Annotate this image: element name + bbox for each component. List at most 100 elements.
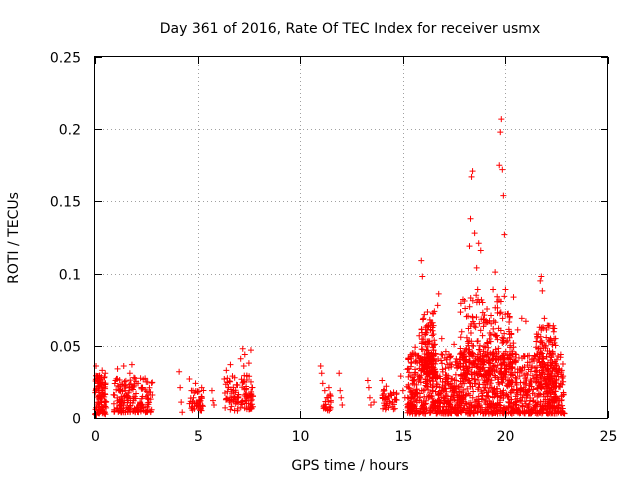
data-point [474, 355, 481, 362]
data-point [522, 380, 529, 387]
data-point [424, 383, 431, 390]
data-point [408, 405, 415, 412]
data-point [539, 405, 546, 412]
data-point [462, 305, 469, 312]
data-point [388, 392, 395, 399]
data-point [513, 375, 520, 382]
data-point [114, 365, 121, 372]
data-point [529, 372, 536, 379]
data-point [504, 354, 511, 361]
data-point [143, 404, 150, 411]
data-point [431, 399, 438, 406]
data-point [544, 410, 551, 417]
data-point [490, 352, 497, 359]
data-point [248, 388, 255, 395]
data-point [498, 353, 505, 360]
data-point [222, 404, 229, 411]
data-point [460, 406, 467, 413]
data-point [463, 313, 470, 320]
data-point [506, 313, 513, 320]
data-point [479, 373, 486, 380]
data-point [465, 368, 472, 375]
data-point [412, 344, 419, 351]
data-point [472, 324, 479, 331]
data-point [237, 355, 244, 362]
data-point [118, 405, 125, 412]
y-axis-label: ROTI / TECUs [6, 192, 22, 284]
data-point [466, 403, 473, 410]
data-point [436, 384, 443, 391]
data-point [549, 348, 556, 355]
data-point [126, 403, 133, 410]
data-point [241, 351, 248, 358]
data-point [516, 373, 523, 380]
data-point [223, 395, 230, 402]
data-points [92, 116, 568, 419]
data-point [436, 400, 443, 407]
data-point [102, 370, 109, 377]
data-point [545, 367, 552, 374]
data-point [198, 393, 205, 400]
data-point [543, 383, 550, 390]
data-point [410, 350, 417, 357]
x-tick-label: 5 [194, 429, 203, 445]
data-point [178, 399, 185, 406]
data-point [437, 408, 444, 415]
data-point [102, 403, 109, 410]
data-point [541, 360, 548, 367]
data-point [112, 377, 119, 384]
data-point [547, 363, 554, 370]
data-point [408, 355, 415, 362]
data-point [461, 357, 468, 364]
data-point [499, 352, 506, 359]
data-point [539, 370, 546, 377]
data-point [425, 386, 432, 393]
data-point [508, 371, 515, 378]
data-point [485, 344, 492, 351]
data-point [481, 352, 488, 359]
data-point [477, 247, 484, 254]
data-point [510, 294, 517, 301]
data-point [504, 337, 511, 344]
data-point [101, 374, 108, 381]
data-point [148, 380, 155, 387]
data-point [436, 409, 443, 416]
data-point [429, 363, 436, 370]
data-point [529, 390, 536, 397]
data-point [116, 387, 123, 394]
data-point [481, 384, 488, 391]
data-point [482, 397, 489, 404]
data-point [413, 357, 420, 364]
data-point [422, 331, 429, 338]
data-point [466, 243, 473, 250]
data-point [430, 322, 437, 329]
data-point [114, 382, 121, 389]
data-point [428, 393, 435, 400]
data-point [419, 273, 426, 280]
data-point [527, 397, 534, 404]
data-point [497, 399, 504, 406]
data-point [245, 403, 252, 410]
data-point [461, 405, 468, 412]
data-point [486, 370, 493, 377]
data-point [513, 407, 520, 414]
data-point [227, 378, 234, 385]
data-point [110, 391, 117, 398]
data-point [407, 408, 414, 415]
data-point [553, 377, 560, 384]
data-point [466, 346, 473, 353]
data-point [478, 388, 485, 395]
data-point [448, 395, 455, 402]
data-point [131, 405, 138, 412]
data-point [426, 340, 433, 347]
data-point [502, 348, 509, 355]
data-point [496, 162, 503, 169]
data-point [422, 357, 429, 364]
data-point [549, 396, 556, 403]
chart-title: Day 361 of 2016, Rate Of TEC Index for r… [160, 21, 540, 37]
data-point [473, 292, 480, 299]
data-point [365, 384, 372, 391]
data-point [190, 394, 197, 401]
data-point [546, 376, 553, 383]
data-point [520, 384, 527, 391]
